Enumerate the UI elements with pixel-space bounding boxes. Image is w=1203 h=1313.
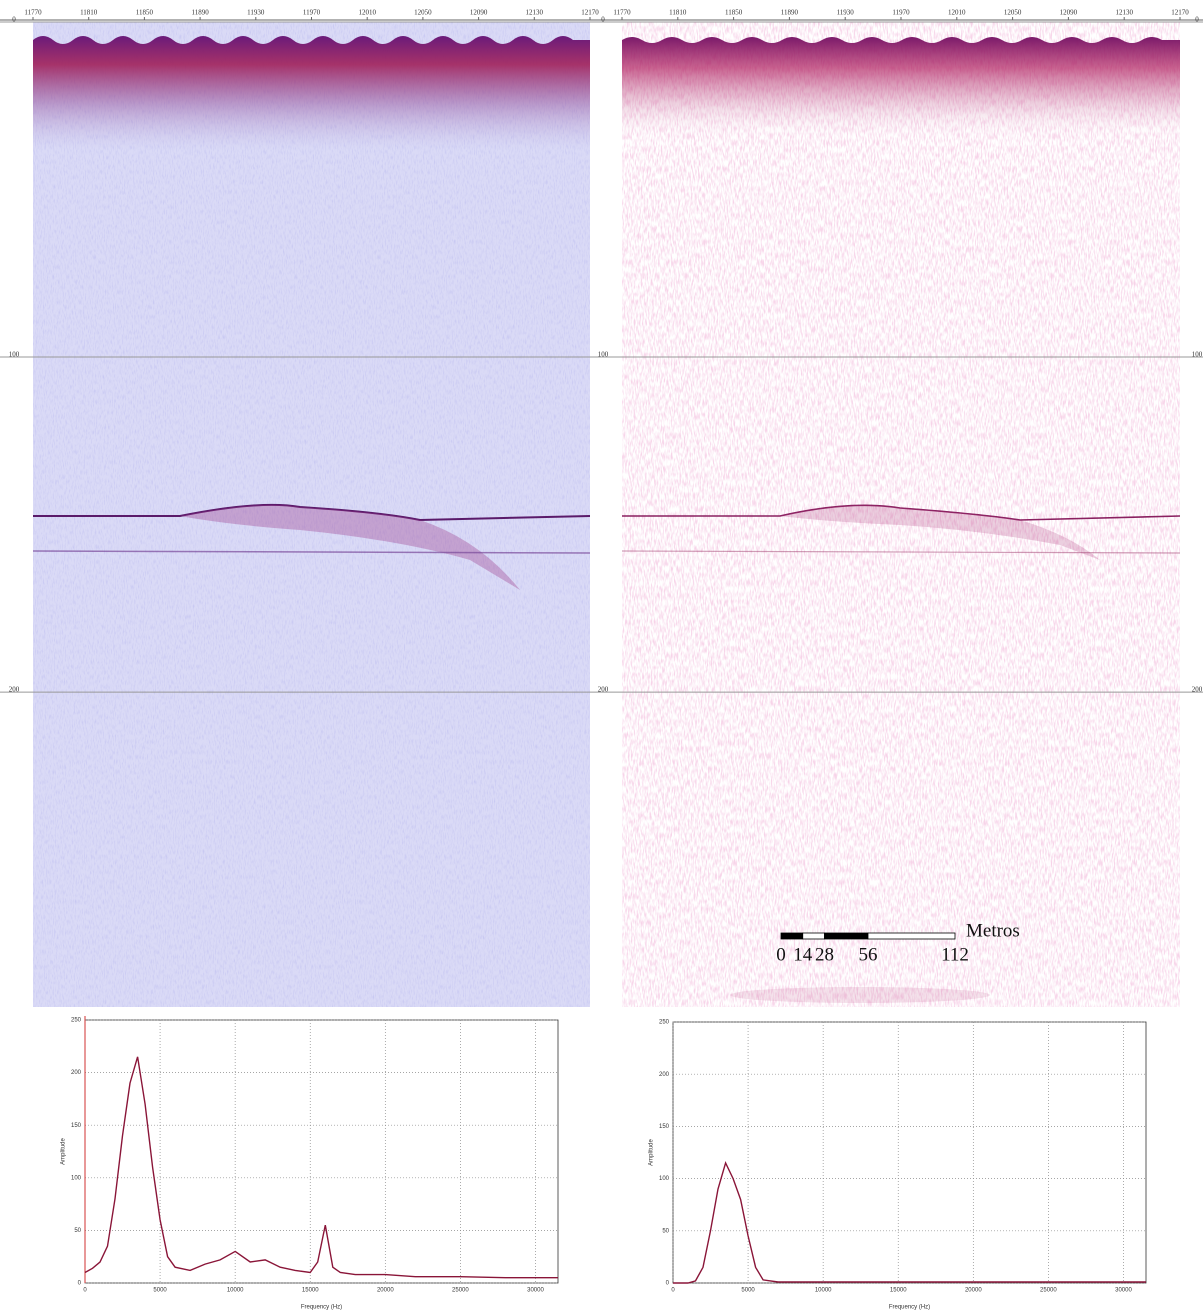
spectrum-line xyxy=(673,1160,1146,1284)
section-noise xyxy=(33,22,590,1007)
x-tick-label: 10000 xyxy=(227,1288,244,1294)
reflector xyxy=(33,503,591,522)
x-tick-label: 12050 xyxy=(414,9,432,17)
x-tick-label: 12130 xyxy=(526,9,544,17)
y-tick-label: 100 xyxy=(1192,351,1203,359)
y-tick-label: 50 xyxy=(74,1228,81,1234)
scale-segment xyxy=(824,932,869,940)
x-tick-label: 30000 xyxy=(527,1288,544,1294)
y-tick-label: 100 xyxy=(71,1175,82,1181)
seafloor-band xyxy=(622,37,1180,140)
y-tick-label: 0 xyxy=(601,16,605,24)
x-tick-label: 0 xyxy=(83,1288,87,1294)
x-tick-label: 11770 xyxy=(24,9,42,17)
x-tick-label: 11850 xyxy=(136,9,154,17)
y-axis-title: Amplitude xyxy=(61,1138,67,1165)
scale-label: 14 xyxy=(793,944,813,965)
scale-label: 0 xyxy=(776,944,786,965)
y-tick-label: 200 xyxy=(1192,686,1203,694)
y-tick-label: 250 xyxy=(71,1018,82,1024)
y-tick-label: 100 xyxy=(598,351,609,359)
y-tick-label: 0 xyxy=(12,16,16,24)
scale-unit: Metros xyxy=(966,920,1020,941)
y-tick-label: 200 xyxy=(659,1072,670,1078)
reflector xyxy=(622,504,1181,521)
scale-label: 112 xyxy=(941,944,969,965)
x-tick-label: 12010 xyxy=(948,9,966,17)
scale-segment xyxy=(780,932,804,940)
spectrum-line xyxy=(84,1056,558,1279)
section-image xyxy=(621,22,1181,1007)
y-tick-label: 0 xyxy=(1195,16,1199,24)
x-tick-label: 12170 xyxy=(581,9,599,17)
x-tick-label: 0 xyxy=(671,1288,675,1294)
seafloor-band xyxy=(33,36,590,150)
x-tick-label: 15000 xyxy=(302,1288,319,1294)
x-tick-label: 11930 xyxy=(247,9,265,17)
y-tick-label: 250 xyxy=(659,1020,670,1026)
x-tick-label: 11930 xyxy=(837,9,855,17)
scale-segment xyxy=(802,932,825,940)
section-noise xyxy=(622,22,1180,1007)
reflector xyxy=(32,550,591,554)
y-tick-label: 150 xyxy=(71,1123,82,1129)
x-tick-label: 5000 xyxy=(153,1288,167,1294)
section-image xyxy=(32,22,591,1007)
scale-label: 56 xyxy=(859,944,878,965)
reflector xyxy=(621,550,1181,554)
x-tick-label: 11810 xyxy=(669,9,687,17)
x-tick-label: 11890 xyxy=(191,9,209,17)
y-tick-label: 200 xyxy=(9,686,20,694)
x-tick-label: 12090 xyxy=(1060,9,1078,17)
reflector-zone xyxy=(780,505,1100,560)
plot-area xyxy=(672,1021,1147,1284)
y-tick-label: 50 xyxy=(662,1228,669,1234)
x-tick-label: 25000 xyxy=(1040,1288,1057,1294)
x-axis-title: Frequency (Hz) xyxy=(889,1305,930,1311)
y-tick-label: 0 xyxy=(666,1281,670,1287)
x-tick-label: 11850 xyxy=(725,9,743,17)
x-tick-label: 12130 xyxy=(1115,9,1133,17)
scale-segment xyxy=(867,932,956,940)
x-tick-label: 30000 xyxy=(1115,1288,1132,1294)
x-tick-label: 12090 xyxy=(470,9,488,17)
y-tick-label: 100 xyxy=(659,1176,670,1182)
x-tick-label: 20000 xyxy=(377,1288,394,1294)
x-tick-label: 15000 xyxy=(890,1288,907,1294)
y-tick-label: 100 xyxy=(9,351,20,359)
x-tick-label: 20000 xyxy=(965,1288,982,1294)
scale-label: 28 xyxy=(815,944,834,965)
x-tick-label: 11890 xyxy=(781,9,799,17)
x-tick-label: 12050 xyxy=(1004,9,1022,17)
y-tick-label: 200 xyxy=(71,1070,82,1076)
x-tick-label: 10000 xyxy=(815,1288,832,1294)
reflector-zone xyxy=(730,987,990,1003)
x-tick-label: 11970 xyxy=(303,9,321,17)
x-tick-label: 11970 xyxy=(892,9,910,17)
x-tick-label: 11770 xyxy=(613,9,631,17)
x-tick-label: 25000 xyxy=(452,1288,469,1294)
x-axis-title: Frequency (Hz) xyxy=(301,1305,342,1311)
y-tick-label: 150 xyxy=(659,1124,670,1130)
x-tick-label: 11810 xyxy=(80,9,98,17)
y-tick-label: 0 xyxy=(78,1281,82,1287)
y-axis-title: Amplitude xyxy=(649,1139,655,1166)
y-tick-label: 200 xyxy=(598,686,609,694)
x-tick-label: 12010 xyxy=(358,9,376,17)
reflector-zone xyxy=(180,504,520,590)
x-tick-label: 5000 xyxy=(741,1288,755,1294)
x-tick-label: 12170 xyxy=(1171,9,1189,17)
